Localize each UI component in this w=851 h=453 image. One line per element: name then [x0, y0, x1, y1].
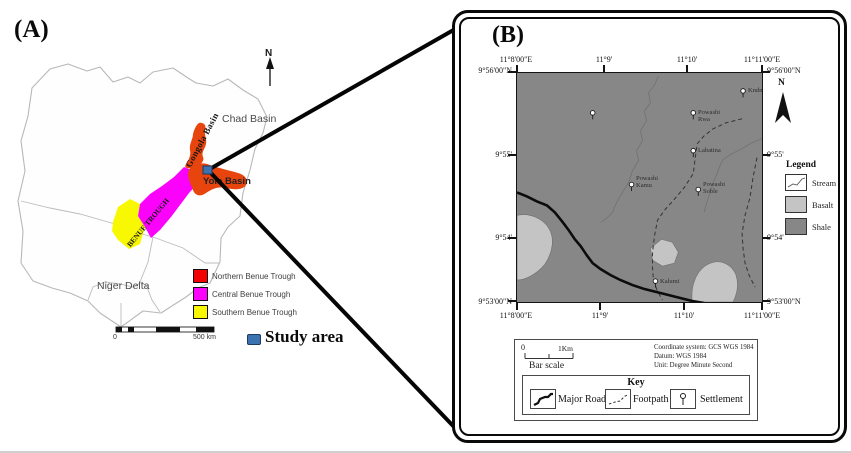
settlement-label-kalumi: Kalumi	[660, 278, 680, 285]
scale-a-end: 500 km	[193, 334, 216, 341]
axis-tick	[508, 71, 516, 73]
axis-tick	[762, 154, 770, 156]
north-arrow-a	[266, 57, 274, 86]
axis-right-2: 9°54'	[767, 233, 784, 242]
axis-top-0: 11°8'00"E	[499, 55, 533, 64]
legend-label-southern: Southern Benue Trough	[212, 308, 297, 317]
legend-swatch-northern	[193, 269, 208, 283]
geologic-map: Kndn Powashi Rwa Labatina Powashi Kamu P…	[516, 72, 763, 303]
legend-swatch-southern	[193, 305, 208, 319]
settlement-markers	[589, 88, 746, 288]
axis-top-1: 11°9'	[595, 55, 613, 64]
axis-tick	[516, 303, 518, 310]
basalt-patches	[517, 214, 738, 302]
scale-bar-b	[524, 353, 574, 359]
geologic-map-graphic	[517, 75, 762, 302]
panel-a-label: (A)	[14, 16, 49, 43]
axis-left-2: 9°54'	[495, 233, 512, 242]
legend-label-stream: Stream	[812, 178, 837, 188]
meta-datum: Datum: WGS 1984	[654, 353, 707, 360]
footpath-symbol	[605, 389, 631, 409]
axis-tick	[761, 303, 763, 310]
panel-b-label: (B)	[492, 22, 524, 48]
settlement-symbol	[670, 389, 696, 409]
axis-tick	[761, 65, 763, 72]
chad-basin-label: Chad Basin	[222, 113, 277, 125]
axis-bottom-3: 11°11'00"E	[743, 311, 781, 320]
settlement-label-kamu: Powashi Kamu	[636, 175, 659, 190]
legend-label-northern: Northern Benue Trough	[212, 272, 296, 281]
scale-b-end: 1Km	[558, 344, 573, 353]
axis-tick	[508, 300, 516, 302]
stream-lines	[600, 75, 762, 223]
central-benue-region	[138, 167, 199, 238]
axis-bottom-1: 11°9'	[591, 311, 609, 320]
settlement-label-labatina: Labatina	[698, 147, 721, 154]
stream-symbol	[787, 177, 806, 188]
key-label-settlement: Settlement	[700, 394, 743, 405]
axis-left-0: 9°56'00"N	[478, 66, 512, 75]
meta-coordinate-system: Coordinate system: GCS WGS 1984	[654, 344, 754, 351]
axis-left-1: 9°55'	[495, 150, 512, 159]
scale-b-caption: Bar scale	[529, 361, 565, 371]
legend-label-basalt: Basalt	[812, 200, 834, 210]
scale-a-start: 0	[113, 334, 117, 341]
yola-basin-label: Yola Basin	[203, 176, 251, 187]
axis-top-2: 11°10'	[676, 55, 698, 64]
axis-right-1: 9°55'	[767, 150, 784, 159]
axis-bottom-2: 11°10'	[673, 311, 695, 320]
axis-tick	[686, 65, 688, 72]
north-label-a: N	[265, 48, 273, 59]
legend-swatch-shale	[785, 218, 807, 235]
study-area-point	[202, 165, 213, 175]
legend-swatch-basalt	[785, 196, 807, 213]
north-arrow-b	[775, 92, 791, 123]
key-label-major-road: Major Road	[558, 394, 607, 405]
meta-unit: Unit: Degree Minute Second	[654, 362, 733, 369]
settlement-label-kndn: Kndn	[748, 87, 763, 94]
legend-label-central: Central Benue Trough	[212, 290, 291, 299]
legend-label-shale: Shale	[812, 222, 831, 232]
nigeria-map-graphic	[17, 57, 274, 333]
northern-benue-gongola-arm	[185, 122, 207, 169]
key-title: Key	[627, 377, 645, 388]
settlement-label-rwa: Powashi Rwa	[698, 109, 721, 124]
axis-right-3: 9°53'00"N	[767, 297, 801, 306]
axis-tick	[508, 154, 516, 156]
study-area-swatch	[247, 334, 261, 345]
north-label-b: N	[778, 78, 785, 88]
axis-tick	[683, 303, 685, 310]
settlement-label-soble: Powashi Soble	[703, 181, 726, 196]
axis-tick	[508, 237, 516, 239]
map-info-box	[514, 339, 758, 421]
legend-b-title: Legend	[786, 160, 817, 170]
axis-tick	[603, 65, 605, 72]
axis-bottom-0: 11°8'00"E	[499, 311, 533, 320]
axis-left-3: 9°53'00"N	[478, 297, 512, 306]
major-road-symbol	[530, 389, 556, 409]
major-road-line	[517, 191, 705, 302]
footpath-lines	[651, 118, 758, 301]
scale-b-start: 0	[521, 343, 525, 352]
axis-tick	[762, 71, 770, 73]
scale-bar-a	[115, 326, 215, 333]
axis-right-0: 9°56'00"N	[767, 66, 801, 75]
axis-tick	[599, 303, 601, 310]
axis-tick	[762, 300, 770, 302]
axis-top-3: 11°11'00"E	[743, 55, 781, 64]
key-box	[522, 375, 750, 415]
southern-benue-region	[112, 199, 145, 249]
study-area-label: Study area	[265, 327, 344, 346]
key-label-footpath: Footpath	[633, 394, 669, 405]
legend-swatch-stream	[785, 174, 807, 191]
niger-delta-label: Niger Delta	[97, 280, 150, 292]
axis-tick	[762, 237, 770, 239]
axis-tick	[516, 65, 518, 72]
legend-swatch-central	[193, 287, 208, 301]
